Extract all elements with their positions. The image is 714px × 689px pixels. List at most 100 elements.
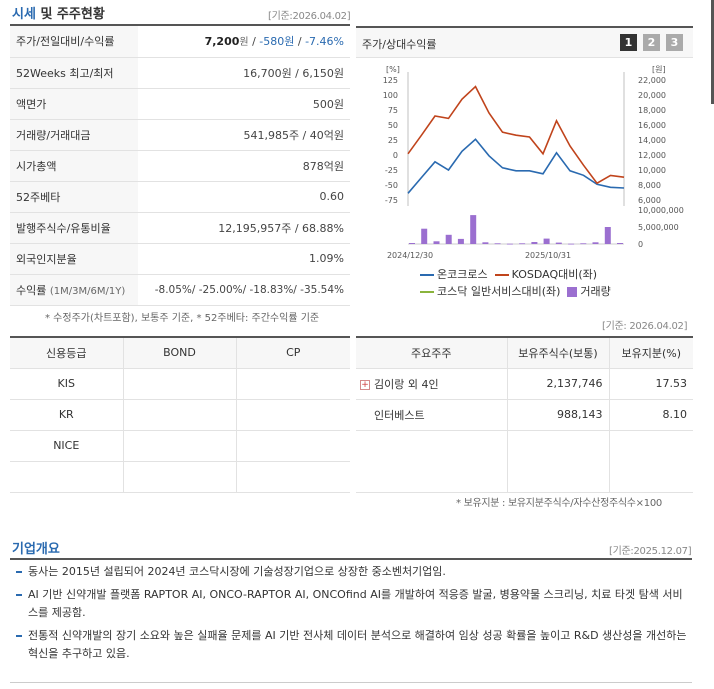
chart-header: 주가/상대수익률 1 2 3 <box>356 28 693 58</box>
right-tick-label: 16,000 <box>638 121 666 130</box>
bond-cell <box>122 460 237 493</box>
price-title-highlight: 시세 <box>12 7 36 22</box>
left-tick-label: 50 <box>388 121 398 130</box>
volume-tick-label: 5,000,000 <box>638 223 679 232</box>
volume-bar <box>494 243 501 245</box>
price-row-label: 거래량/거래대금 <box>10 119 138 151</box>
chart-tab-3[interactable]: 3 <box>666 34 683 51</box>
right-axis-unit: [원] <box>652 65 666 74</box>
volume-bar <box>421 228 428 244</box>
price-rate: -7.46% <box>305 35 344 49</box>
holder-row: + 김이랑 외 4인 2,137,746 17.53 <box>356 367 693 400</box>
chart-title: 주가/상대수익률 <box>362 38 437 51</box>
price-row-value: 16,700원 / 6,150원 <box>138 57 350 89</box>
sep: / <box>248 35 260 49</box>
legend-kosdaq-marker <box>494 274 509 276</box>
holder-footnote: * 보유지분 : 보유지분주식수/자수산정주식수×100 <box>456 498 662 509</box>
overview-ref-date: [기준:2025.12.07] <box>609 546 692 557</box>
price-ref-date: [기준:2026.04.02] <box>268 11 351 22</box>
price-footnote: * 수정주가(차트포함), 보통주 기준, * 52주베타: 주간수익률 기준 <box>45 313 320 324</box>
holder-shares: 2,137,746 <box>506 367 610 400</box>
legend-stock: 온코크로스 <box>437 268 488 281</box>
volume-bar <box>592 242 599 244</box>
price-row-value: 12,195,957주 / 68.88% <box>138 212 350 244</box>
price-row: 수익률 (1M/3M/6M/1Y) -8.05%/ -25.00%/ -18.8… <box>10 274 350 306</box>
price-row-value: 7,200원 / -580원 / -7.46% <box>138 26 350 58</box>
chart-tab-2[interactable]: 2 <box>643 34 660 51</box>
scrollbar-edge[interactable] <box>711 0 714 104</box>
right-tick-label: 22,000 <box>638 76 666 85</box>
left-axis-unit: [%] <box>386 65 400 74</box>
holder-name-header: 주요주주 <box>356 336 508 369</box>
legend-row-1: 온코크로스 KOSDAQ대비(좌) <box>420 266 611 283</box>
left-tick-label: -50 <box>385 181 398 190</box>
volume-bar <box>506 243 513 245</box>
cp-cell <box>235 398 350 431</box>
holder-pct <box>608 429 693 493</box>
price-title-rest: 및 주주현황 <box>35 7 105 22</box>
left-tick-label: 0 <box>393 151 398 160</box>
volume-bar <box>568 243 575 245</box>
price-row: 52Weeks 최고/최저 16,700원 / 6,150원 <box>10 57 350 89</box>
holder-shares: 988,143 <box>506 398 610 431</box>
bond-cell <box>122 398 237 431</box>
volume-tick-label: 10,000,000 <box>638 206 684 215</box>
credit-agency <box>10 460 124 493</box>
price-table-topline <box>10 24 350 26</box>
chart-tab-1[interactable]: 1 <box>620 34 637 51</box>
volume-bar <box>445 234 452 244</box>
holder-shares-header: 보유주식수(보통) <box>506 336 610 369</box>
left-tick-label: 25 <box>388 136 398 145</box>
stock-price-line <box>407 138 625 194</box>
price-row: 외국인지분율 1.09% <box>10 243 350 275</box>
legend-sector: 코스닥 일반서비스대비(좌) <box>437 285 561 298</box>
left-tick-label: 125 <box>383 76 398 85</box>
right-tick-label: 8,000 <box>638 181 661 190</box>
holder-pct-header: 보유지분(%) <box>608 336 693 369</box>
volume-bar <box>409 243 415 244</box>
credit-table: 신용등급 BOND CP KIS KR NICE <box>10 336 350 493</box>
overview-title: 기업개요 <box>12 542 60 557</box>
cp-header: CP <box>235 336 350 369</box>
price-row: 52주베타 0.60 <box>10 181 350 213</box>
price-row-label: 52주베타 <box>10 181 138 213</box>
current-price: 7,200 <box>204 35 240 49</box>
credit-row <box>10 460 350 493</box>
price-row: 발행주식수/유통비율 12,195,957주 / 68.88% <box>10 212 350 244</box>
holder-header-row: 주요주주 보유주식수(보통) 보유지분(%) <box>356 336 693 369</box>
expand-plus-icon[interactable]: + <box>360 379 370 390</box>
volume-bar <box>543 238 550 244</box>
price-section-title: 시세 및 주주현황 <box>12 3 105 22</box>
holder-row <box>356 429 693 493</box>
credit-ref-date: [기준: 2026.04.02] <box>602 321 688 332</box>
price-unit: 원 <box>239 37 249 49</box>
left-tick-label: 75 <box>388 106 398 115</box>
price-row-label: 주가/전일대비/수익률 <box>10 26 138 58</box>
chart-tabs: 1 2 3 <box>620 34 683 51</box>
return-values: -8.05%/ -25.00%/ -18.83%/ -35.54% <box>138 274 350 306</box>
volume-bar <box>604 227 611 244</box>
volume-bar <box>617 243 623 244</box>
left-tick-label: -25 <box>385 166 398 175</box>
cp-cell <box>235 367 350 400</box>
holder-row: 인터베스트 988,143 8.10 <box>356 398 693 431</box>
price-row-value: 1.09% <box>138 243 350 275</box>
price-change: -580원 <box>259 35 295 49</box>
bond-cell <box>122 367 237 400</box>
x-label-end: 2025/10/31 <box>525 251 571 260</box>
volume-bar <box>457 238 464 244</box>
credit-row: NICE <box>10 429 350 462</box>
volume-bar <box>555 242 562 244</box>
left-tick-label: 100 <box>383 91 398 100</box>
volume-bar <box>531 242 538 244</box>
credit-header-row: 신용등급 BOND CP <box>10 336 350 369</box>
holder-shares <box>506 429 610 493</box>
price-row: 주가/전일대비/수익률 7,200원 / -580원 / -7.46% <box>10 26 350 58</box>
credit-header: 신용등급 <box>10 336 124 369</box>
overview-item: AI 기반 신약개발 플랫폼 RAPTOR AI, ONCO-RAPTOR AI… <box>10 586 692 622</box>
legend-kosdaq: KOSDAQ대비(좌) <box>511 268 598 281</box>
holder-pct: 17.53 <box>608 367 693 400</box>
return-label: 수익률 <box>16 283 47 297</box>
overview-topline <box>10 558 692 560</box>
price-chart: [%] [원] 125 100 75 50 25 0 -25 -50 -75 22,000 20,000… <box>383 65 684 260</box>
